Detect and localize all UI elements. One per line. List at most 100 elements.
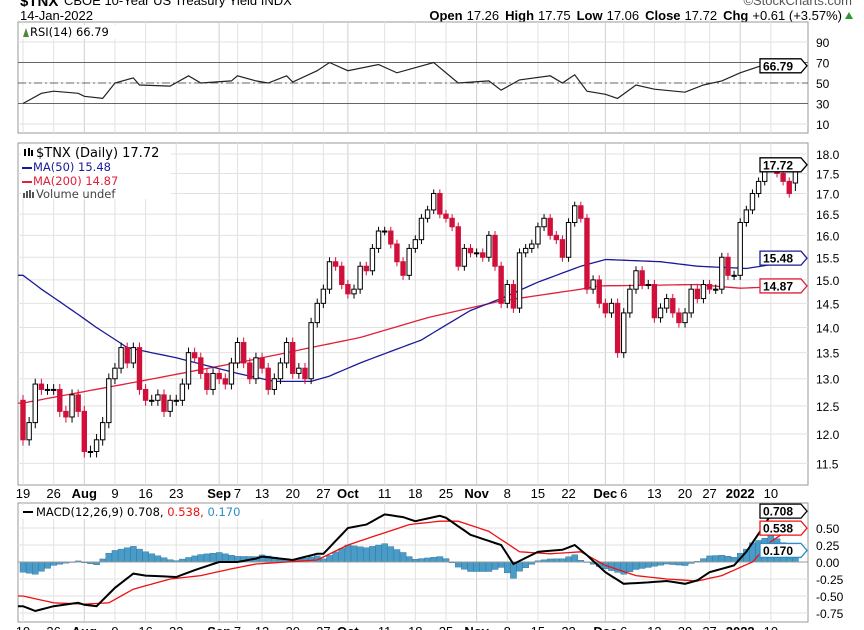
candle-body — [185, 352, 192, 385]
close-value: 17.72 — [685, 8, 718, 23]
rsi-icon — [23, 28, 29, 37]
candle-body — [565, 222, 572, 258]
candle-body — [510, 284, 517, 309]
candle-body — [124, 347, 130, 364]
histogram-bar — [228, 555, 235, 563]
candle-body — [621, 312, 627, 354]
rsi-panel-frame — [17, 21, 809, 134]
candlestick — [259, 352, 265, 374]
candlestick — [584, 214, 590, 294]
candle-body — [69, 394, 75, 418]
histogram-bar — [442, 558, 450, 563]
histogram-bar — [191, 555, 198, 563]
candle-body — [437, 192, 443, 215]
x-tick-label: 25 — [439, 624, 453, 630]
candlestick — [455, 222, 461, 271]
macd-swatch — [23, 511, 33, 513]
candle-body — [369, 247, 376, 272]
candle-body — [486, 234, 492, 258]
candle-body — [240, 342, 247, 364]
x-tick-label: 13 — [647, 624, 661, 630]
histogram-bar — [730, 557, 738, 563]
x-tick-label: 27 — [316, 486, 330, 501]
x-tick-label: 7 — [234, 486, 241, 501]
candle-body — [363, 265, 369, 272]
histogram-bar — [497, 561, 505, 568]
ma200-legend-text: MA(200) 14.87 — [33, 174, 118, 188]
candlestick — [553, 231, 560, 245]
macd-value-box-frame — [759, 503, 808, 519]
signal-legend-value: 0.538, — [164, 505, 204, 519]
candle-body — [308, 322, 314, 380]
histogram-bar — [626, 561, 634, 573]
candle-body — [20, 399, 26, 441]
candle-body — [529, 243, 535, 249]
candlestick — [737, 218, 743, 280]
histogram-bar — [473, 561, 480, 572]
candlestick — [290, 337, 296, 379]
price-panel: 11.5 12.0 12.5 13.0 13.5 14.0 14.5 15.0 15.5 16.0… — [17, 142, 840, 486]
histogram-bar — [148, 553, 156, 563]
candle-body — [602, 302, 609, 314]
x-tick-label: 19 — [16, 624, 30, 630]
candlestick — [590, 275, 596, 294]
candle-body — [651, 284, 658, 319]
macd-y-tick-label: 0.25 — [816, 539, 840, 553]
histogram-bar — [375, 544, 382, 563]
candle-body — [351, 288, 357, 295]
x-tick-label: 19 — [16, 486, 30, 501]
histogram-bar — [38, 561, 45, 572]
price-y-tick-label: 13.0 — [816, 373, 840, 387]
candle-body — [265, 367, 271, 390]
candle-body — [136, 347, 143, 390]
histogram-bar — [369, 546, 376, 563]
histogram-bar — [399, 552, 407, 563]
price-y-tick-label: 17.0 — [816, 187, 840, 201]
candlestick — [694, 284, 700, 304]
candle-body — [112, 367, 118, 380]
candle-body — [247, 362, 253, 380]
candle-body — [259, 357, 265, 369]
candlestick — [191, 347, 198, 363]
rsi-panel: 10 30 50 70 90 — [17, 21, 830, 134]
ma200-line — [18, 283, 796, 404]
candle-body — [449, 217, 455, 228]
x-tick-label: 16 — [138, 624, 152, 630]
candlestick — [283, 337, 290, 369]
candle-body — [234, 342, 241, 364]
candle-body — [191, 352, 198, 359]
candle-body — [228, 362, 235, 385]
candlestick — [443, 209, 449, 223]
ma50-legend-text: MA(50) 15.48 — [33, 160, 111, 174]
x-tick-label: Aug — [72, 624, 97, 630]
candlestick — [63, 405, 69, 423]
candlestick — [400, 257, 406, 280]
candlesticks — [20, 157, 799, 458]
candle-body — [149, 399, 155, 402]
histogram-bar — [44, 561, 51, 569]
chart-panels: 10 30 50 70 90 11.5 12.0 12.5 13.0 13.5 14.0 14.5 15… — [16, 21, 844, 630]
candle-body — [657, 307, 664, 319]
symbol: $TNX — [20, 0, 58, 10]
x-tick-label: Oct — [337, 486, 359, 501]
candle-body — [633, 270, 639, 290]
candle-body — [461, 247, 468, 267]
candle-body — [50, 388, 57, 391]
candlestick — [535, 222, 541, 249]
rsi-y-tick-label: 50 — [816, 77, 830, 91]
candle-body — [400, 261, 406, 276]
candlestick — [608, 298, 615, 318]
candle-body — [694, 288, 700, 300]
close-value-box-text: 17.72 — [763, 158, 793, 172]
candle-body — [345, 284, 351, 295]
histogram-bar — [522, 561, 529, 568]
candle-body — [645, 284, 651, 287]
candlestick — [118, 342, 124, 374]
macd-legend-text: MACD(12,26,9) 0.708, 0.538, 0.170 — [36, 505, 240, 519]
histogram-bar — [350, 545, 358, 563]
histogram-bar — [356, 546, 364, 563]
rsi-y-tick-label: 90 — [816, 36, 830, 50]
candle-body — [277, 362, 284, 380]
rsi-line — [22, 61, 796, 105]
